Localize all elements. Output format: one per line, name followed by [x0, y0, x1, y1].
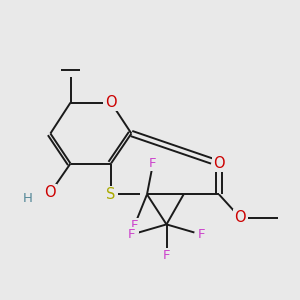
- Text: F: F: [163, 249, 170, 262]
- Text: O: O: [105, 95, 117, 110]
- Text: O: O: [45, 185, 56, 200]
- Text: O: O: [234, 210, 246, 225]
- Text: S: S: [106, 187, 116, 202]
- Text: H: H: [23, 192, 32, 205]
- Text: F: F: [128, 228, 135, 241]
- Text: F: F: [131, 219, 138, 232]
- Text: F: F: [198, 228, 206, 241]
- Text: O: O: [213, 156, 225, 171]
- Text: O: O: [213, 156, 225, 171]
- Text: F: F: [149, 157, 157, 170]
